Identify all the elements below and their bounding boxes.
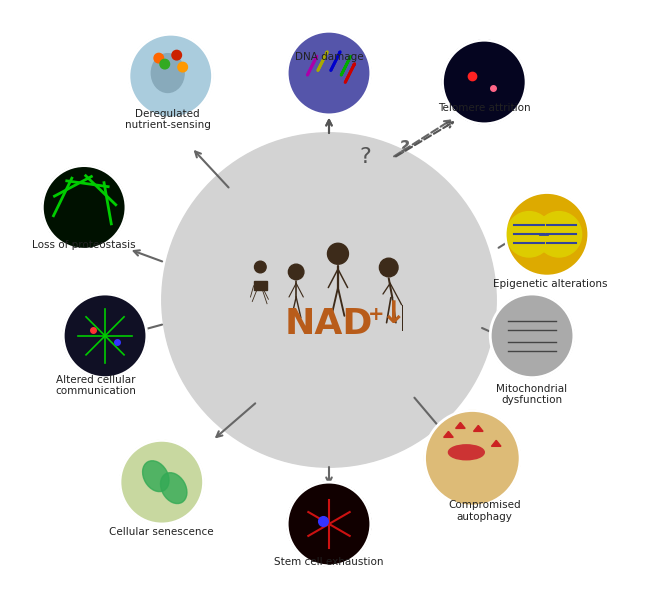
Ellipse shape — [449, 445, 484, 460]
Circle shape — [536, 212, 582, 257]
Ellipse shape — [143, 461, 169, 491]
Circle shape — [120, 440, 203, 524]
FancyArrowPatch shape — [307, 56, 316, 75]
Circle shape — [129, 34, 213, 118]
Circle shape — [505, 193, 589, 276]
FancyArrowPatch shape — [341, 56, 351, 75]
Text: +: + — [368, 305, 384, 325]
Circle shape — [129, 34, 213, 118]
Polygon shape — [443, 431, 453, 437]
Text: NAD: NAD — [285, 307, 373, 341]
Polygon shape — [455, 422, 465, 428]
Circle shape — [42, 166, 126, 249]
Circle shape — [328, 243, 349, 264]
Text: Loss of proteostasis: Loss of proteostasis — [32, 240, 136, 250]
Circle shape — [287, 31, 371, 115]
Text: DNA damage: DNA damage — [295, 52, 363, 62]
Circle shape — [288, 264, 304, 280]
Circle shape — [507, 212, 552, 257]
Circle shape — [154, 53, 164, 63]
Polygon shape — [253, 281, 267, 290]
Text: ?: ? — [359, 146, 370, 167]
FancyArrowPatch shape — [330, 52, 340, 71]
Text: ↓: ↓ — [380, 301, 405, 329]
Circle shape — [172, 50, 182, 60]
Polygon shape — [492, 440, 501, 446]
Circle shape — [63, 294, 147, 377]
Circle shape — [380, 258, 398, 277]
Circle shape — [442, 40, 526, 124]
Text: Epigenetic alterations: Epigenetic alterations — [493, 279, 607, 289]
FancyArrowPatch shape — [345, 64, 355, 83]
Circle shape — [490, 294, 574, 377]
Circle shape — [120, 440, 203, 524]
Ellipse shape — [151, 53, 184, 92]
Circle shape — [424, 410, 520, 506]
Circle shape — [490, 294, 574, 377]
Text: Deregulated
nutrient-sensing: Deregulated nutrient-sensing — [125, 109, 211, 130]
Circle shape — [287, 482, 371, 566]
Ellipse shape — [161, 473, 187, 503]
Circle shape — [160, 59, 170, 69]
Text: Mitochondrial
dysfunction: Mitochondrial dysfunction — [497, 383, 568, 405]
Text: Stem cell exhaustion: Stem cell exhaustion — [274, 557, 384, 567]
FancyArrowPatch shape — [318, 52, 327, 71]
Text: Compromised
autophagy: Compromised autophagy — [448, 500, 520, 521]
Circle shape — [424, 410, 520, 506]
Text: ?: ? — [398, 139, 409, 157]
Circle shape — [255, 261, 266, 273]
Circle shape — [63, 294, 147, 377]
Polygon shape — [474, 425, 483, 431]
Text: Cellular senescence: Cellular senescence — [109, 527, 214, 537]
Circle shape — [442, 40, 526, 124]
Circle shape — [162, 133, 496, 467]
Text: Altered cellular
communication: Altered cellular communication — [56, 374, 136, 396]
Circle shape — [42, 166, 126, 249]
Circle shape — [178, 62, 188, 72]
Text: Telomere attrition: Telomere attrition — [438, 103, 530, 113]
Circle shape — [287, 482, 371, 566]
